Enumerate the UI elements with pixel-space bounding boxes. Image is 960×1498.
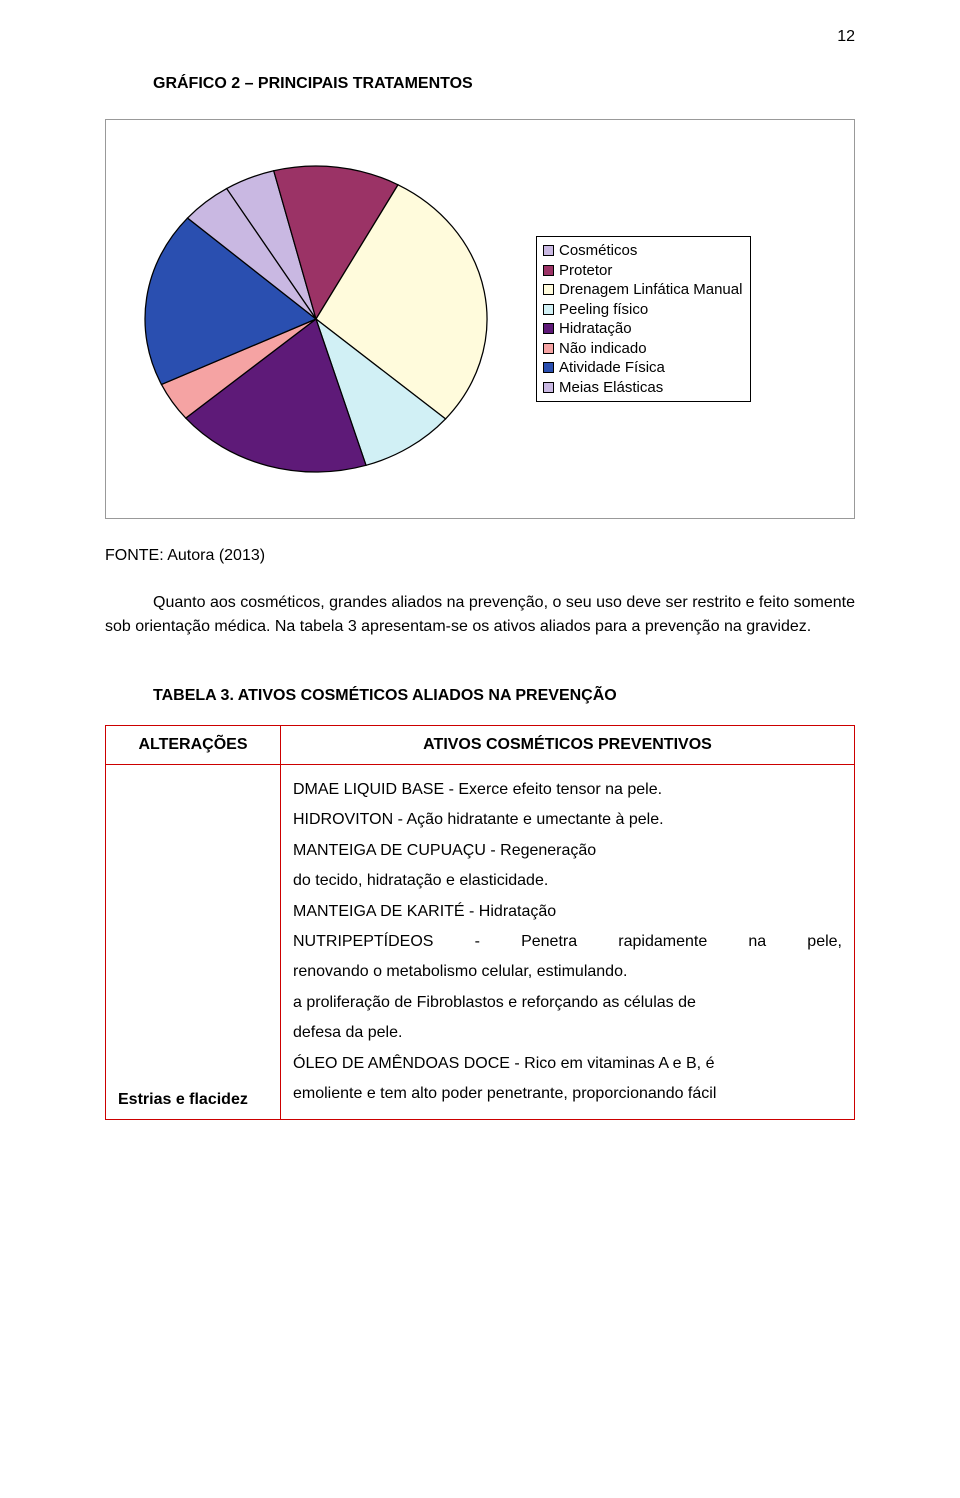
legend-label: Hidratação xyxy=(559,319,632,339)
body-paragraph: Quanto aos cosméticos, grandes aliados n… xyxy=(105,591,855,639)
word: pele, xyxy=(807,927,842,957)
chart-legend: CosméticosProtetorDrenagem Linfática Man… xyxy=(536,236,751,402)
col-header-alteracoes: ALTERAÇÕES xyxy=(106,726,281,765)
legend-label: Cosméticos xyxy=(559,241,637,261)
legend-swatch xyxy=(543,362,554,373)
legend-item: Não indicado xyxy=(543,339,742,359)
legend-swatch xyxy=(543,284,554,295)
cell-line: defesa da pele. xyxy=(293,1018,842,1048)
page-number: 12 xyxy=(837,28,855,46)
cell-ativos-content: DMAE LIQUID BASE - Exerce efeito tensor … xyxy=(281,765,855,1120)
legend-label: Drenagem Linfática Manual xyxy=(559,280,742,300)
legend-swatch xyxy=(543,304,554,315)
cell-line: MANTEIGA DE CUPUAÇU - Regeneração xyxy=(293,836,842,866)
legend-label: Não indicado xyxy=(559,339,647,359)
cell-line: a proliferação de Fibroblastos e reforça… xyxy=(293,988,842,1018)
col-header-ativos: ATIVOS COSMÉTICOS PREVENTIVOS xyxy=(281,726,855,765)
cell-line: renovando o metabolismo celular, estimul… xyxy=(293,957,842,987)
chart-title: GRÁFICO 2 – PRINCIPAIS TRATAMENTOS xyxy=(105,75,855,93)
legend-item: Hidratação xyxy=(543,319,742,339)
legend-label: Peeling físico xyxy=(559,300,648,320)
word: rapidamente xyxy=(618,927,707,957)
chart-container: CosméticosProtetorDrenagem Linfática Man… xyxy=(105,119,855,519)
table-header-row: ALTERAÇÕES ATIVOS COSMÉTICOS PREVENTIVOS xyxy=(106,726,855,765)
cell-line: ÓLEO DE AMÊNDOAS DOCE - Rico em vitamina… xyxy=(293,1049,842,1079)
word: na xyxy=(748,927,766,957)
pie-svg xyxy=(136,139,496,499)
word: Penetra xyxy=(521,927,577,957)
legend-label: Protetor xyxy=(559,261,612,281)
row-label-estrias: Estrias e flacidez xyxy=(106,765,281,1120)
pie-chart xyxy=(136,139,496,499)
legend-item: Peeling físico xyxy=(543,300,742,320)
chart-source: FONTE: Autora (2013) xyxy=(105,547,855,565)
word: NUTRIPEPTÍDEOS xyxy=(293,927,433,957)
cell-line: HIDROVITON - Ação hidratante e umectante… xyxy=(293,805,842,835)
legend-label: Atividade Física xyxy=(559,358,665,378)
cell-line: do tecido, hidratação e elasticidade. xyxy=(293,866,842,896)
legend-item: Protetor xyxy=(543,261,742,281)
legend-swatch xyxy=(543,245,554,256)
word: - xyxy=(475,927,480,957)
legend-label: Meias Elásticas xyxy=(559,378,663,398)
cell-line-justified: NUTRIPEPTÍDEOS - Penetra rapidamente na … xyxy=(293,927,842,957)
page: 12 GRÁFICO 2 – PRINCIPAIS TRATAMENTOS Co… xyxy=(0,0,960,1498)
cell-text: DMAE LIQUID BASE - Exerce efeito tensor … xyxy=(293,775,842,1109)
legend-item: Meias Elásticas xyxy=(543,378,742,398)
legend-item: Atividade Física xyxy=(543,358,742,378)
ativos-table: ALTERAÇÕES ATIVOS COSMÉTICOS PREVENTIVOS… xyxy=(105,725,855,1120)
legend-swatch xyxy=(543,323,554,334)
legend-swatch xyxy=(543,382,554,393)
legend-swatch xyxy=(543,343,554,354)
cell-line: MANTEIGA DE KARITÉ - Hidratação xyxy=(293,897,842,927)
table-title: TABELA 3. ATIVOS COSMÉTICOS ALIADOS NA P… xyxy=(105,687,855,705)
cell-line: DMAE LIQUID BASE - Exerce efeito tensor … xyxy=(293,775,842,805)
legend-item: Cosméticos xyxy=(543,241,742,261)
legend-swatch xyxy=(543,265,554,276)
legend-item: Drenagem Linfática Manual xyxy=(543,280,742,300)
cell-line: emoliente e tem alto poder penetrante, p… xyxy=(293,1079,842,1109)
table-row: Estrias e flacidez DMAE LIQUID BASE - Ex… xyxy=(106,765,855,1120)
